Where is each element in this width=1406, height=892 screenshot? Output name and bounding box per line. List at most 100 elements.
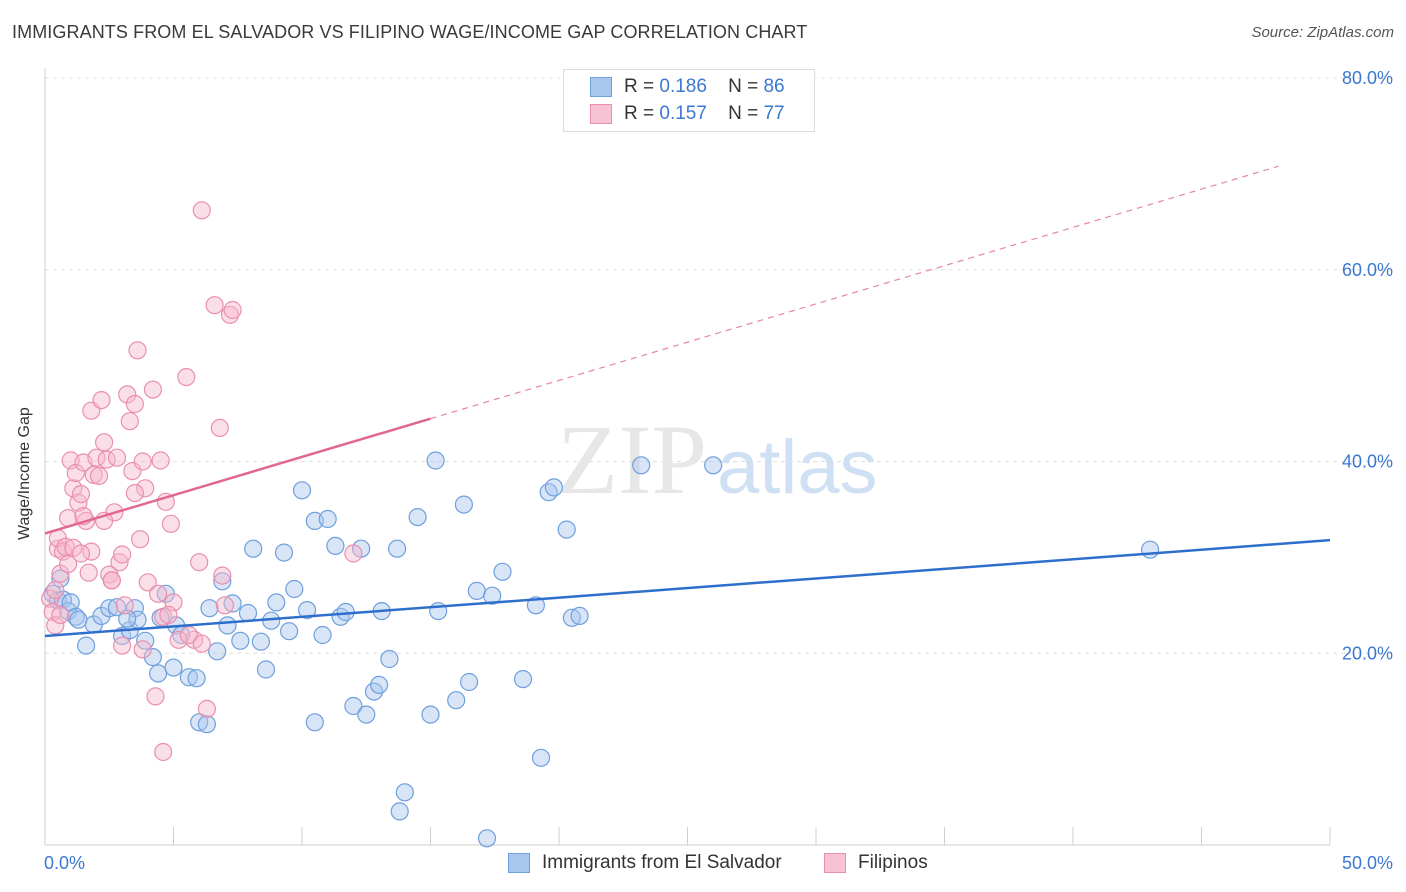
data-point [92, 606, 111, 626]
data-point [40, 589, 60, 608]
data-point [223, 300, 242, 320]
data-point [251, 632, 270, 651]
data-point [112, 636, 132, 655]
data-point [344, 696, 363, 716]
data-point [154, 742, 173, 762]
watermark-atlas: atlas [717, 425, 878, 510]
data-point [256, 660, 276, 679]
data-point [187, 669, 206, 688]
data-point [115, 596, 134, 615]
data-point [138, 573, 157, 592]
watermark: ZIP atlas [557, 404, 878, 515]
data-point [177, 368, 196, 387]
y-tick-labels: 20.0% 40.0% 60.0% 80.0% [1342, 68, 1393, 663]
x-tick-labels: 0.0% 50.0% [44, 853, 1393, 873]
data-point [632, 456, 651, 475]
data-point [61, 593, 80, 612]
legend-n-value: 86 [763, 76, 785, 97]
data-point [79, 563, 98, 582]
data-point [526, 596, 546, 615]
data-point [426, 451, 445, 470]
data-point [467, 581, 486, 601]
data-point [210, 418, 229, 437]
data-point [408, 507, 427, 527]
legend-r-value: 0.186 [659, 76, 707, 97]
data-point [192, 634, 211, 653]
data-point [447, 691, 466, 710]
data-point [56, 537, 75, 556]
data-point [370, 675, 389, 695]
data-point [71, 485, 91, 504]
axes [44, 68, 1331, 846]
legend-swatch-pink [590, 104, 612, 124]
data-point [421, 705, 440, 724]
data-point [231, 631, 250, 650]
data-point [69, 610, 88, 629]
trend-line-filipinos [44, 417, 431, 535]
data-point [205, 296, 224, 315]
data-point [244, 539, 263, 558]
y-tick-label: 60.0% [1342, 260, 1393, 280]
data-point [313, 625, 332, 645]
legend-row-el-salvador: R = 0.186 N = 86 [590, 75, 785, 99]
data-point [161, 514, 180, 533]
data-point [179, 668, 198, 687]
data-point [704, 456, 723, 475]
trend-line-el-salvador [44, 538, 1331, 638]
data-point [46, 616, 65, 635]
data-point [200, 599, 219, 618]
data-point [218, 616, 237, 635]
data-point [267, 593, 286, 612]
gridlines [45, 77, 1392, 654]
data-point [192, 201, 211, 220]
trend-lines [44, 165, 1331, 638]
data-point [238, 603, 258, 623]
data-point [149, 584, 168, 603]
data-point [220, 305, 240, 324]
y-tick-label: 40.0% [1342, 452, 1393, 472]
correlation-legend: R = 0.186 N = 86 R = 0.157 N = 77 [563, 69, 815, 132]
data-point [169, 630, 188, 649]
data-point [164, 658, 183, 677]
data-point [531, 748, 551, 767]
data-point [285, 579, 304, 599]
series-filipinos-points [40, 201, 363, 762]
data-point [159, 605, 178, 625]
data-point [190, 553, 209, 572]
data-point [66, 607, 85, 626]
data-point [483, 586, 502, 605]
data-point [94, 433, 114, 452]
data-point [71, 544, 91, 563]
bottom-legend-filipinos: Filipinos [824, 852, 928, 874]
data-point [46, 580, 65, 600]
data-point [118, 385, 137, 404]
data-point [357, 705, 376, 724]
data-point [143, 647, 162, 667]
data-point [51, 605, 70, 625]
trend-line-filipinos-extrapolated [430, 165, 1279, 420]
bottom-legend-el-salvador: Immigrants from El Salvador [508, 852, 782, 874]
data-point [197, 699, 216, 719]
data-point [118, 609, 137, 628]
data-point [215, 596, 234, 615]
data-point [92, 391, 111, 410]
data-point [143, 380, 162, 399]
watermark-zip: ZIP [557, 404, 707, 515]
data-point [570, 606, 589, 626]
data-point [125, 394, 144, 414]
data-point [477, 829, 497, 848]
bottom-legend-label-filipinos: Filipinos [858, 852, 928, 873]
data-point [51, 564, 70, 583]
data-point [197, 715, 216, 734]
legend-n-value: 77 [763, 103, 785, 124]
legend-swatch-blue [590, 77, 612, 97]
data-point [454, 495, 473, 514]
data-point [146, 687, 165, 706]
data-point [76, 636, 96, 655]
data-point [213, 566, 232, 585]
legend-row-filipinos: R = 0.157 N = 77 [590, 102, 785, 126]
x-tick-label-max: 50.0% [1342, 853, 1393, 873]
data-point [395, 783, 414, 802]
bottom-legend-swatch-blue [508, 853, 530, 873]
data-point [388, 539, 407, 558]
